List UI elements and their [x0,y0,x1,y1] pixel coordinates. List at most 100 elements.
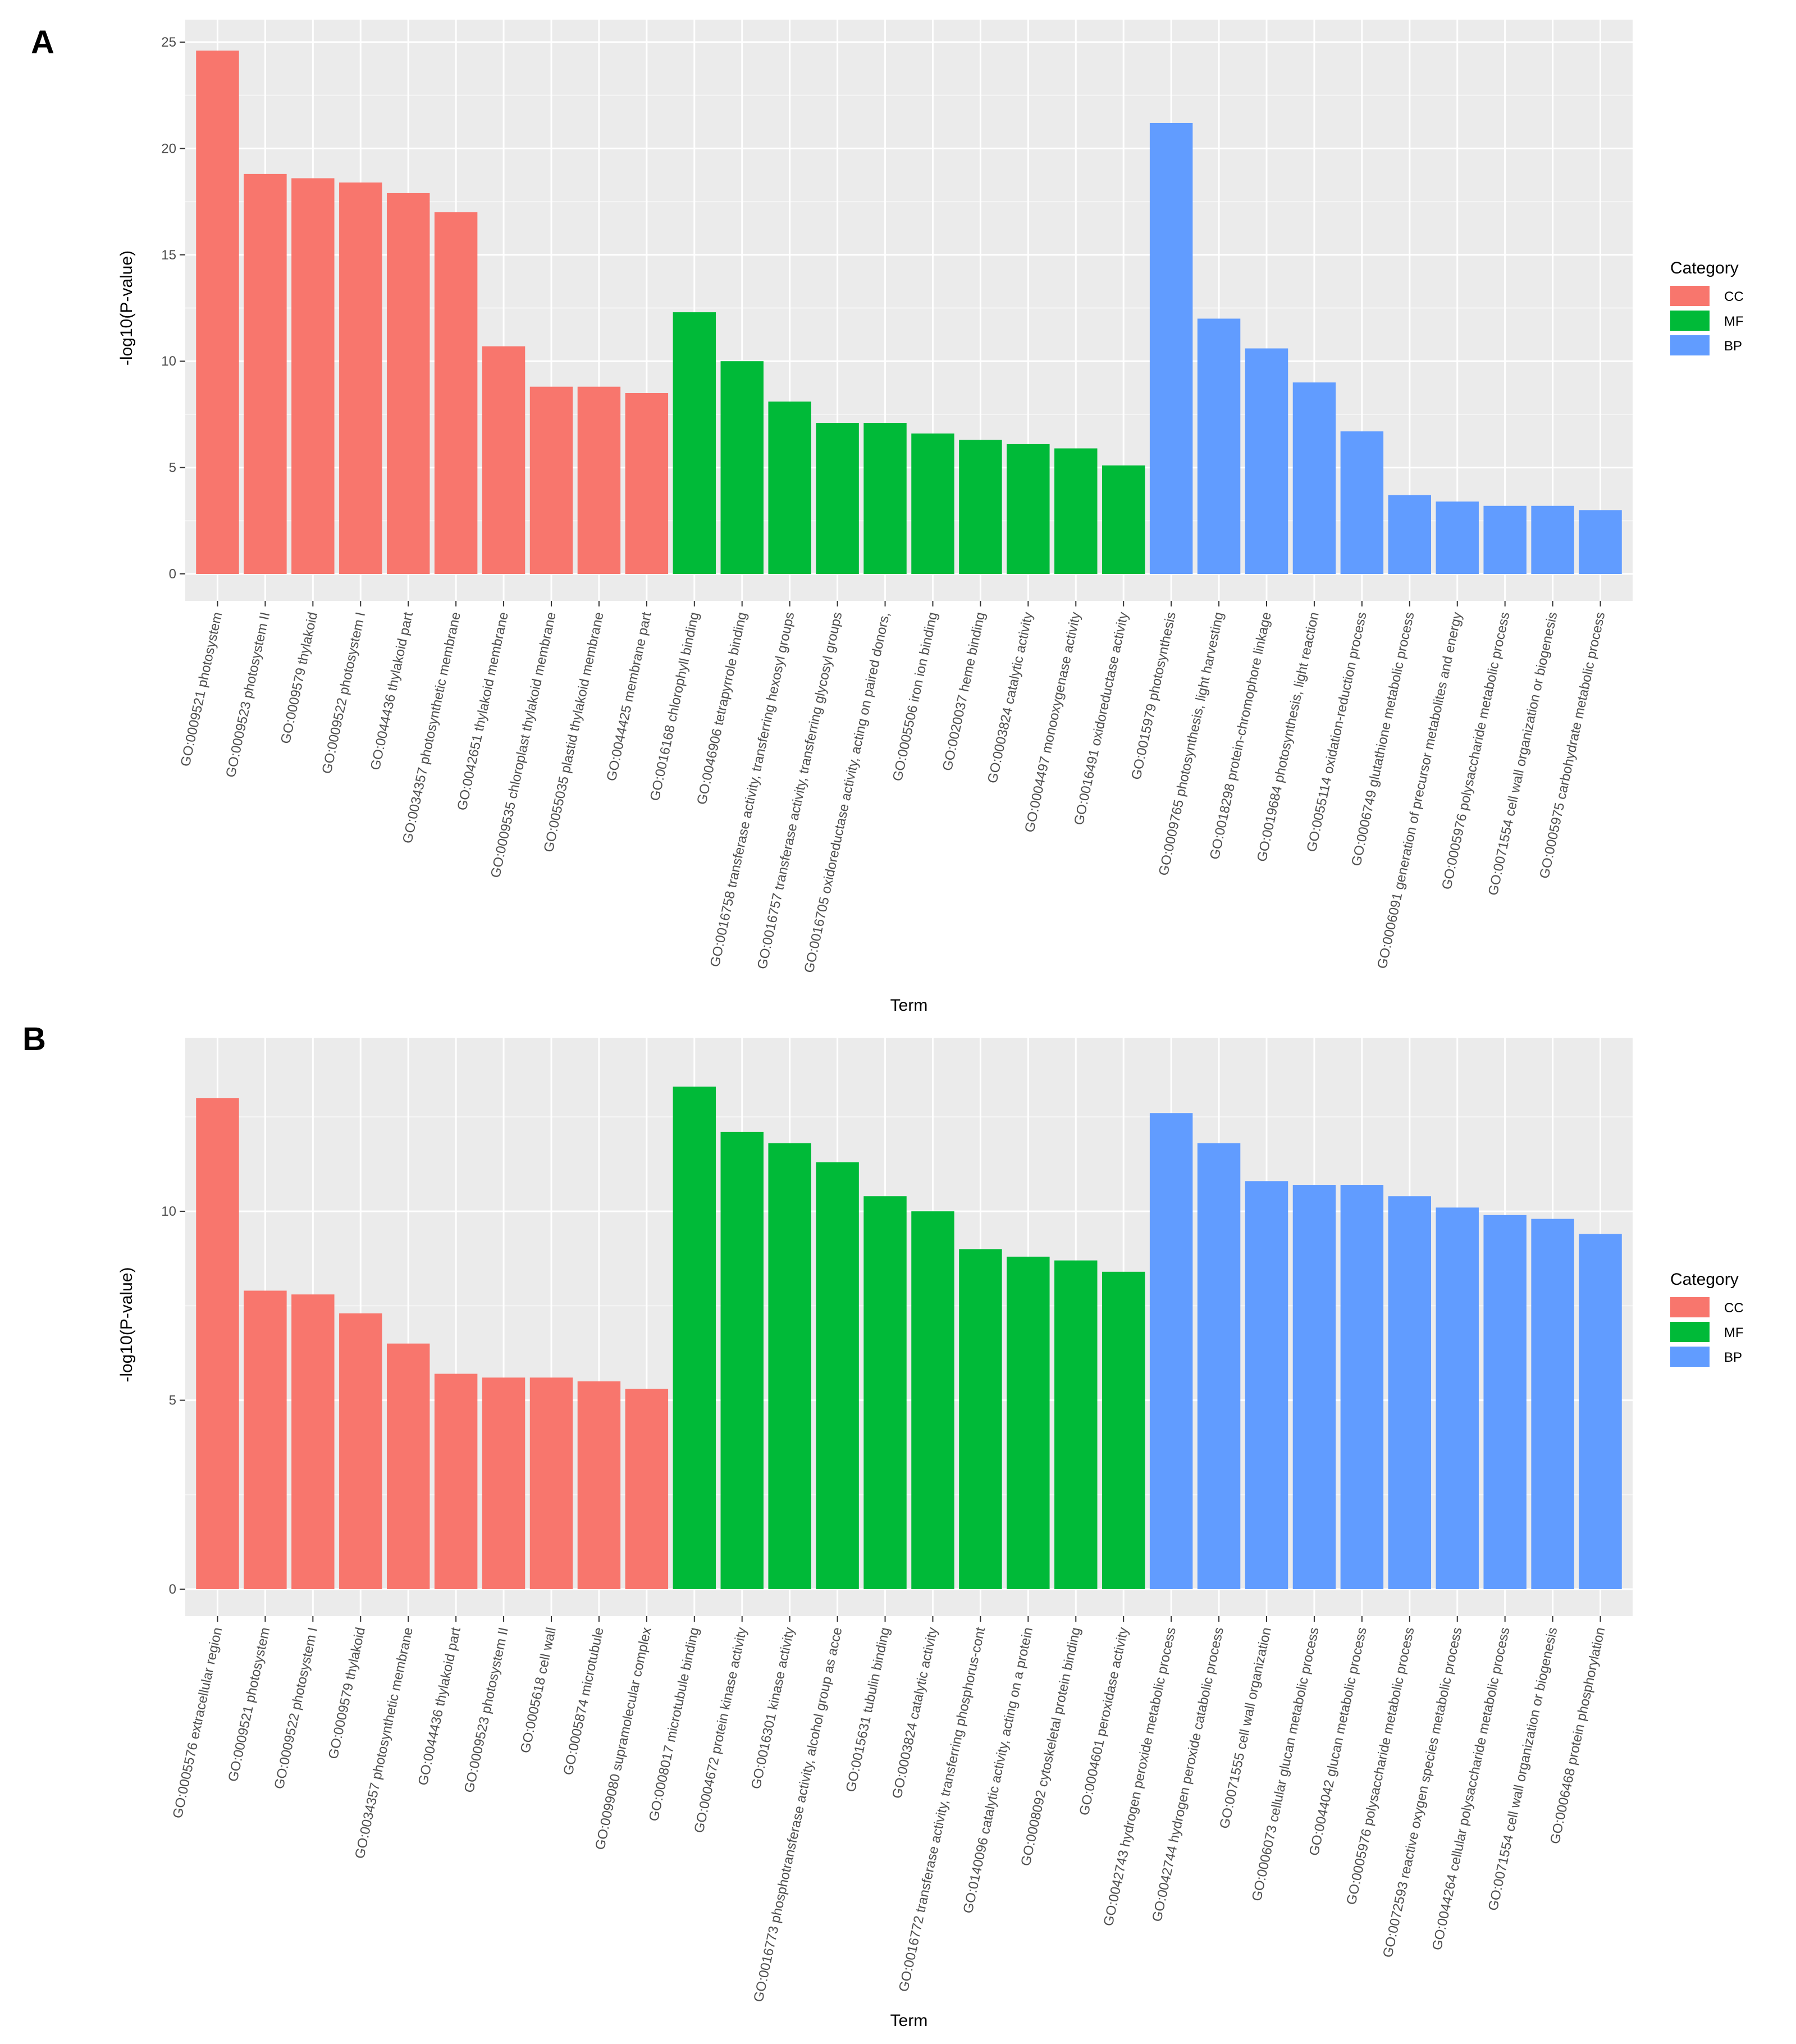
x-tick-label: GO:0006468 protein phosphorylation [1547,1626,1608,1846]
panel-label-a: A [31,24,54,61]
x-tick-label: GO:0005618 cell wall [518,1626,559,1755]
bar-20 [1102,1271,1145,1589]
bar-8 [529,386,573,574]
x-tick-label: GO:0009522 photosystem I [319,611,368,775]
bar-3 [291,1294,335,1589]
x-tick-label: GO:0034357 photosynthetic membrane [352,1626,416,1860]
bar-5 [386,1343,430,1589]
legend-swatch-mf [1670,311,1710,331]
bar-22 [1197,1143,1241,1589]
x-tick-label: GO:0009523 photosystem II [461,1626,511,1794]
x-tick-label: GO:0006091 generation of precursor metab… [1374,611,1465,970]
y-tick-label: 25 [161,35,176,50]
legend-swatch-bp [1670,1347,1710,1367]
bar-16 [911,1211,954,1589]
x-tick-label: GO:0042651 thylakoid membrane [455,611,511,812]
legend-label-cc: CC [1724,1301,1744,1316]
bar-24 [1292,382,1336,574]
bar-15 [863,423,907,574]
bar-1 [196,51,239,574]
bar-19 [1054,448,1098,574]
bar-2 [244,1290,287,1589]
x-tick-label: GO:0009521 photosystem [226,1626,273,1783]
bar-24 [1292,1185,1336,1589]
bar-10 [625,1389,669,1589]
bar-15 [863,1196,907,1589]
bar-10 [625,393,669,574]
x-tick-label: GO:0009579 thylakoid [326,1626,368,1760]
x-tick-label: GO:0004601 peroxidase activity [1077,1626,1131,1817]
x-tick-label: GO:0015631 tubulin binding [843,1626,893,1794]
y-tick-label: 10 [161,1204,176,1219]
x-tick-label: GO:0044436 thylakoid part [368,610,416,772]
x-tick-label: GO:0034357 photosynthetic membrane [400,611,464,845]
bar-18 [1007,1256,1050,1589]
bar-5 [386,193,430,574]
bar-29 [1531,1219,1574,1589]
x-tick-label: GO:0016705 oxidoreductase activity, acti… [802,611,893,974]
y-axis-title: -log10(P-value) [117,250,136,366]
x-tick-label: GO:0005506 iron ion binding [890,611,940,783]
bar-21 [1149,122,1193,574]
x-tick-label: GO:0016772 transferase activity, transfe… [896,1626,988,1993]
legend-label-mf: MF [1724,314,1744,329]
bar-7 [482,1377,525,1589]
bar-2 [244,174,287,574]
legend-label-mf: MF [1724,1325,1744,1340]
bar-28 [1483,1215,1527,1589]
bar-30 [1579,1234,1622,1589]
legend-title: Category [1670,259,1739,277]
bar-14 [816,423,859,574]
bar-13 [768,1143,811,1589]
x-tick-label: GO:0009521 photosystem [178,611,226,768]
y-tick-label: 20 [161,141,176,156]
x-tick-label: GO:0003824 catalytic activity [889,1626,940,1800]
x-tick-label: GO:0009522 photosystem I [272,1626,321,1791]
x-axis-title: Term [890,2011,928,2030]
y-tick-label: 5 [169,1393,176,1408]
y-axis-title: -log10(P-value) [117,1267,136,1382]
y-tick-label: 10 [161,354,176,369]
bar-7 [482,346,525,574]
bar-22 [1197,318,1241,574]
x-axis-title: Term [890,996,928,1015]
x-tick-label: GO:0044425 membrane part [604,610,655,782]
bar-20 [1102,465,1145,574]
legend-label-bp: BP [1724,339,1742,354]
x-tick-label: GO:0016757 transferase activity, transfe… [755,611,845,971]
chart-panel-a: 0 5 10 15 20 25 -log10(P-value) GO:0009521 phot… [117,20,1744,1015]
bar-13 [768,402,811,574]
chart-panel-b: 0 5 10 -log10(P-value) GO:0005576 extracellu… [117,1038,1744,2030]
bar-23 [1245,1181,1288,1589]
bar-26 [1388,495,1432,574]
bar-21 [1149,1113,1193,1589]
bar-28 [1483,505,1527,574]
bar-18 [1007,444,1050,574]
x-tick-label: GO:0044042 glucan metabolic process [1306,1626,1370,1857]
x-tick-label: GO:0005576 extracellular region [170,1626,226,1820]
bar-12 [720,361,764,574]
x-tick-label: GO:0071555 cell wall organization [1217,1626,1274,1830]
x-tick-label: GO:0009579 thylakoid [278,611,321,745]
bar-16 [911,433,954,574]
y-tick-label: 0 [169,1582,176,1597]
bar-26 [1388,1196,1432,1589]
y-tick-label: 0 [169,567,176,582]
bar-6 [434,212,478,574]
bar-11 [673,312,716,574]
x-tick-label: GO:0005874 microtubule [561,1626,607,1777]
x-tick-label: GO:0046906 tetrapyrrole binding [694,611,750,806]
bar-29 [1531,505,1574,574]
bar-27 [1436,501,1479,574]
x-tick-label: GO:0009523 photosystem II [223,611,273,779]
bar-4 [339,182,382,574]
x-tick-label: GO:0016758 transferase activity, transfe… [707,611,798,969]
x-tick-label: GO:0016168 chlorophyll binding [647,611,702,802]
bar-30 [1579,510,1622,574]
y-tick-label: 5 [169,460,176,476]
legend-swatch-cc [1670,1297,1710,1317]
panel-label-b: B [22,1021,46,1057]
legend-label-cc: CC [1724,289,1744,304]
x-tick-label: GO:0003824 catalytic activity [985,611,1036,785]
bar-4 [339,1313,382,1589]
